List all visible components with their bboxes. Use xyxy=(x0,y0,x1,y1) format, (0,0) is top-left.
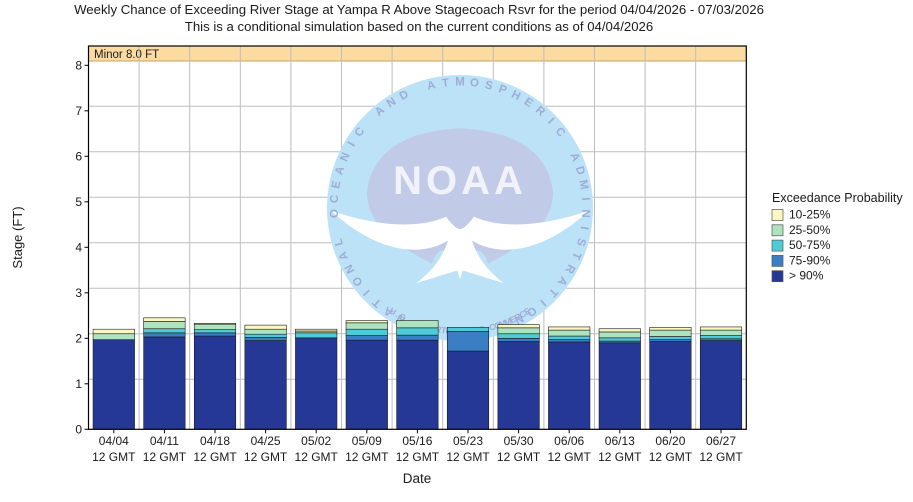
svg-text:Exceedance Probability: Exceedance Probability xyxy=(772,191,903,205)
svg-text:4: 4 xyxy=(75,240,82,254)
svg-text:04/18: 04/18 xyxy=(200,434,230,448)
svg-text:04/11: 04/11 xyxy=(150,434,179,448)
svg-text:12 GMT: 12 GMT xyxy=(345,450,389,464)
svg-text:12 GMT: 12 GMT xyxy=(548,450,592,464)
svg-text:12 GMT: 12 GMT xyxy=(699,450,743,464)
svg-text:75-90%: 75-90% xyxy=(789,253,831,267)
svg-text:12 GMT: 12 GMT xyxy=(295,450,339,464)
svg-text:2: 2 xyxy=(75,331,82,345)
svg-text:12 GMT: 12 GMT xyxy=(193,450,237,464)
svg-text:12 GMT: 12 GMT xyxy=(497,450,541,464)
svg-text:05/16: 05/16 xyxy=(402,434,432,448)
svg-text:T: T xyxy=(441,77,449,90)
svg-text:6: 6 xyxy=(75,149,82,163)
svg-text:10-25%: 10-25% xyxy=(789,208,831,222)
svg-text:5: 5 xyxy=(75,195,82,209)
svg-text:8: 8 xyxy=(75,58,82,72)
svg-text:06/27: 06/27 xyxy=(706,434,736,448)
svg-text:06/06: 06/06 xyxy=(554,434,584,448)
svg-text:06/20: 06/20 xyxy=(655,434,685,448)
svg-text:Weekly Chance of Exceeding Riv: Weekly Chance of Exceeding River Stage a… xyxy=(74,2,764,17)
svg-text:Minor 8.0 FT: Minor 8.0 FT xyxy=(94,49,159,61)
svg-text:05/23: 05/23 xyxy=(453,434,483,448)
svg-text:3: 3 xyxy=(75,286,82,300)
svg-text:0: 0 xyxy=(75,422,82,436)
svg-text:04/25: 04/25 xyxy=(251,434,281,448)
svg-text:50-75%: 50-75% xyxy=(789,238,831,252)
svg-text:O: O xyxy=(329,209,341,219)
svg-text:M: M xyxy=(455,77,465,89)
svg-text:12 GMT: 12 GMT xyxy=(598,450,642,464)
svg-text:12 GMT: 12 GMT xyxy=(92,450,136,464)
svg-text:25-50%: 25-50% xyxy=(789,223,831,237)
svg-text:04/04: 04/04 xyxy=(99,434,129,448)
svg-text:05/09: 05/09 xyxy=(352,434,382,448)
svg-text:This is a conditional simulati: This is a conditional simulation based o… xyxy=(185,19,653,34)
svg-text:NOAA: NOAA xyxy=(393,159,527,203)
svg-text:N: N xyxy=(579,209,591,218)
svg-text:7: 7 xyxy=(75,104,82,118)
svg-text:Date: Date xyxy=(403,471,432,486)
svg-text:12 GMT: 12 GMT xyxy=(143,450,187,464)
svg-text:1: 1 xyxy=(75,377,82,391)
svg-text:Stage (FT): Stage (FT) xyxy=(10,206,25,268)
svg-text:12 GMT: 12 GMT xyxy=(649,450,693,464)
svg-text:12 GMT: 12 GMT xyxy=(446,450,490,464)
svg-text:> 90%: > 90% xyxy=(789,269,824,283)
svg-text:12 GMT: 12 GMT xyxy=(396,450,440,464)
svg-text:12 GMT: 12 GMT xyxy=(244,450,288,464)
svg-text:05/02: 05/02 xyxy=(301,434,331,448)
svg-text:O: O xyxy=(469,77,479,90)
svg-text:06/13: 06/13 xyxy=(605,434,635,448)
svg-text:C: C xyxy=(329,194,342,203)
svg-text:05/30: 05/30 xyxy=(504,434,534,448)
